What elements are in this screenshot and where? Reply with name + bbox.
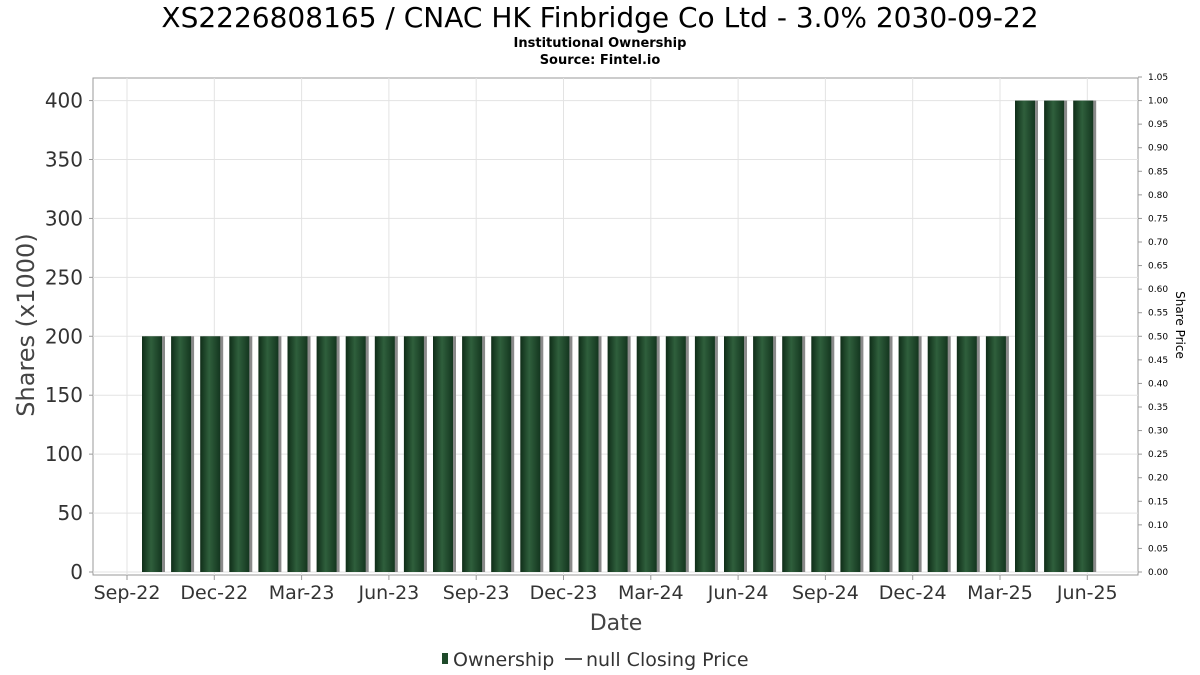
y2-tick-label: 0.90 (1148, 144, 1168, 154)
y2-tick-label: 0.45 (1148, 356, 1168, 366)
ownership-bar (171, 336, 192, 572)
ownership-bar (258, 336, 279, 572)
bars (142, 100, 1097, 573)
y-tick-label: 150 (45, 383, 83, 407)
ownership-bar (549, 336, 570, 572)
ownership-bar (724, 336, 744, 572)
ownership-bar (491, 336, 512, 572)
y-tick-label: 400 (45, 89, 83, 113)
legend-ownership-label: Ownership (453, 649, 554, 671)
y2-tick-label: 0.40 (1148, 379, 1168, 389)
x-tick-label: Jun-25 (1056, 582, 1118, 604)
y2-tick-label: 0.15 (1148, 497, 1168, 507)
x-axis-label: Date (590, 611, 643, 636)
y2-tick-label: 0.85 (1148, 167, 1168, 177)
x-tick-label: Sep-22 (94, 582, 161, 604)
ownership-bar (840, 336, 861, 572)
y2-tick-label: 1.05 (1148, 73, 1168, 83)
x-axis: Sep-22 Dec-22 Mar-23 Jun-23 Sep-23 Dec-23 Mar-… (94, 575, 1118, 604)
x-tick-label: Jun-23 (358, 582, 420, 604)
ownership-bar (1044, 100, 1065, 573)
ownership-bar (433, 336, 453, 572)
y2-tick-label: 1.00 (1148, 97, 1168, 107)
y2-tick-label: 0.30 (1148, 427, 1168, 437)
x-tick-label: Jun-24 (707, 582, 769, 604)
legend-price-label: null Closing Price (586, 649, 749, 671)
ownership-bar (694, 336, 715, 572)
y2-axis: 0.00 0.05 0.10 0.15 0.20 0.25 0.30 0.35 0.40 0.45… (1138, 73, 1168, 578)
y2-tick-label: 0.50 (1148, 332, 1168, 342)
ownership-bar (607, 336, 628, 572)
ownership-bar (811, 336, 832, 572)
ownership-bar (316, 336, 337, 572)
x-tick-label: Dec-24 (879, 582, 947, 604)
ownership-bar (665, 336, 686, 572)
ownership-bar (1015, 100, 1035, 573)
y2-tick-label: 0.60 (1148, 285, 1168, 295)
y-tick-label: 350 (45, 148, 83, 172)
ownership-bar (956, 336, 977, 572)
ownership-bar (520, 336, 541, 572)
ownership-bar (374, 336, 395, 572)
x-tick-label: Sep-23 (443, 582, 510, 604)
y2-axis-label: Share Price (1173, 291, 1187, 359)
y-axis: 0 50 100 150 200 250 300 350 400 (45, 89, 93, 584)
ownership-bar (403, 336, 424, 572)
ownership-bar (636, 336, 657, 572)
ownership-bar (927, 336, 948, 572)
x-tick-label: Mar-23 (269, 582, 335, 604)
y-tick-label: 100 (45, 442, 83, 466)
ownership-bar (869, 336, 890, 572)
legend-ownership-swatch (442, 653, 448, 664)
x-tick-label: Dec-23 (530, 582, 598, 604)
ownership-bar (985, 336, 1006, 572)
y2-tick-label: 0.75 (1148, 214, 1168, 224)
y-tick-label: 250 (45, 265, 83, 289)
chart-subtitle: Institutional Ownership (514, 36, 687, 51)
ownership-bar (462, 336, 483, 572)
y2-tick-label: 0.00 (1148, 568, 1168, 578)
y-tick-label: 300 (45, 206, 83, 230)
y2-tick-label: 0.95 (1148, 120, 1168, 130)
y-axis-label: Shares (x1000) (12, 233, 40, 416)
y-tick-label: 0 (70, 560, 83, 584)
x-tick-label: Mar-24 (618, 582, 684, 604)
ownership-bar (782, 336, 803, 572)
ownership-bar (345, 336, 366, 572)
y2-tick-label: 0.80 (1148, 191, 1168, 201)
ownership-bar (200, 336, 221, 572)
x-tick-label: Sep-24 (792, 582, 859, 604)
y2-tick-label: 0.65 (1148, 262, 1168, 272)
legend: Ownership null Closing Price (442, 649, 749, 671)
y2-tick-label: 0.10 (1148, 521, 1168, 531)
ownership-bar (1073, 100, 1094, 573)
chart-source: Source: Fintel.io (540, 53, 661, 68)
y-tick-label: 50 (58, 501, 83, 525)
chart-title: XS2226808165 / CNAC HK Finbridge Co Ltd … (161, 1, 1038, 34)
y2-tick-label: 0.25 (1148, 450, 1168, 460)
x-tick-label: Dec-22 (180, 582, 248, 604)
y2-tick-label: 0.55 (1148, 309, 1168, 319)
y2-tick-label: 0.20 (1148, 474, 1168, 484)
y2-tick-label: 0.05 (1148, 544, 1168, 554)
y-tick-label: 200 (45, 324, 83, 348)
ownership-bar (142, 336, 162, 572)
ownership-bar (578, 336, 599, 572)
x-tick-label: Mar-25 (967, 582, 1033, 604)
ownership-bar (753, 336, 774, 572)
y2-tick-label: 0.70 (1148, 238, 1168, 248)
ownership-bar (287, 336, 308, 572)
ownership-bar (229, 336, 250, 572)
y2-tick-label: 0.35 (1148, 403, 1168, 413)
ownership-bar (898, 336, 919, 572)
